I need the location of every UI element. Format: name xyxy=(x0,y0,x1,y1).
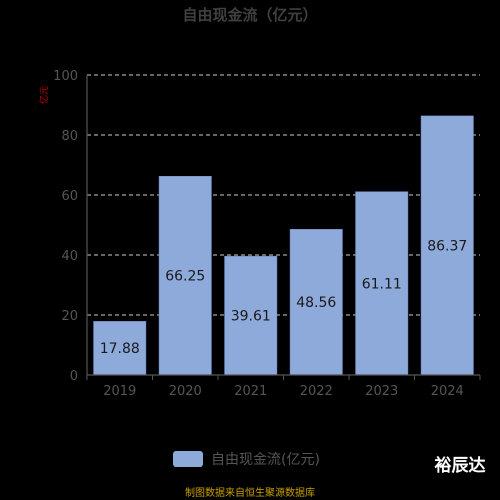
bar-2023 xyxy=(355,191,409,376)
data-label: 48.56 xyxy=(296,295,336,311)
y-tick-label: 100 xyxy=(53,69,78,84)
legend-swatch xyxy=(173,451,203,467)
y-tick-label: 0 xyxy=(70,369,78,384)
watermark-text: 裕辰达 xyxy=(435,455,486,476)
bar-2019 xyxy=(93,321,147,376)
source-note: 制图数据来自恒生聚源数据库 xyxy=(185,486,315,499)
y-tick-labels: 0 20 40 60 80 100 xyxy=(53,69,78,384)
bars xyxy=(93,115,474,376)
x-tick-label: 2022 xyxy=(300,384,333,399)
x-tick-label: 2021 xyxy=(234,384,267,399)
y-tick-label: 20 xyxy=(61,309,78,324)
data-labels: 17.88 66.25 39.61 48.56 61.11 86.37 xyxy=(100,238,468,357)
bar-2020 xyxy=(158,176,212,376)
y-tick-label: 60 xyxy=(61,189,78,204)
legend-label: 自由现金流(亿元) xyxy=(211,452,320,468)
x-tick-labels: 2019 2020 2021 2022 2023 2024 xyxy=(103,384,464,399)
x-tick-label: 2019 xyxy=(103,384,136,399)
bar-2021 xyxy=(224,255,278,376)
legend[interactable]: 自由现金流(亿元) xyxy=(173,451,320,468)
y-axis-label: 亿元 xyxy=(38,86,50,104)
data-label: 86.37 xyxy=(427,238,467,254)
x-tick-label: 2024 xyxy=(431,384,464,399)
x-tick-label: 2020 xyxy=(169,384,202,399)
bar-2024 xyxy=(420,115,474,376)
axes xyxy=(86,75,481,380)
data-label: 66.25 xyxy=(165,269,205,285)
data-label: 39.61 xyxy=(231,309,271,325)
x-tick-label: 2023 xyxy=(365,384,398,399)
y-tick-label: 40 xyxy=(61,249,78,264)
grid-lines xyxy=(87,74,480,316)
bar-2022 xyxy=(289,229,343,376)
y-tick-label: 80 xyxy=(61,129,78,144)
data-label: 61.11 xyxy=(362,276,402,292)
data-label: 17.88 xyxy=(100,341,140,357)
chart-title: 自由现金流（亿元） xyxy=(182,6,317,24)
